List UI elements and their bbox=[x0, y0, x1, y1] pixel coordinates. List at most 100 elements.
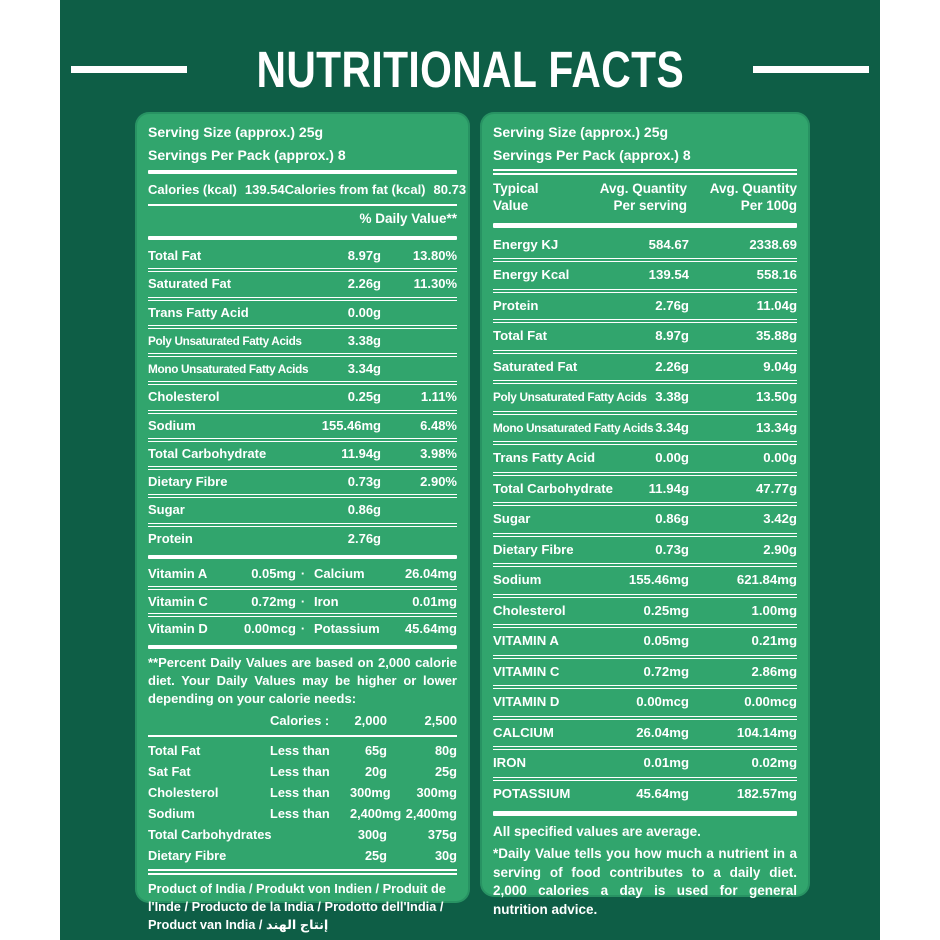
dv-table-calories-label: Calories : bbox=[270, 713, 330, 729]
table-row: Saturated Fat 2.26g 11.30% bbox=[148, 272, 457, 301]
divider-thin bbox=[148, 204, 457, 207]
dv-table-col-2500: 2,500 bbox=[424, 713, 457, 729]
per-serving-value: 3.34g bbox=[655, 419, 689, 435]
nutrient-label: Saturated Fat bbox=[493, 358, 578, 374]
mineral-value: 0.01mg bbox=[412, 593, 457, 609]
typical-values-panel: Serving Size (approx.) 25g Servings Per … bbox=[480, 112, 810, 917]
table-row: Trans Fatty Acid 0.00g bbox=[148, 301, 457, 329]
dv-table-rows: Total Fat Less than 65g 80g Sat Fat Less… bbox=[148, 740, 457, 866]
nutrient-label: Sugar bbox=[148, 502, 185, 518]
per-serving-value: 2.26g bbox=[655, 358, 689, 374]
per-serving-value: 139.54 bbox=[648, 267, 689, 283]
table-row: Poly Unsaturated Fatty Acids 3.38g 13.50… bbox=[493, 384, 797, 415]
dv-row-qualifier: Less than bbox=[270, 742, 330, 758]
dv-row-qualifier: Less than bbox=[270, 784, 330, 800]
nutrient-label: CALCIUM bbox=[493, 724, 554, 740]
per-serving-value: 0.01mg bbox=[643, 755, 689, 771]
per-serving-value: 0.05mg bbox=[643, 633, 689, 649]
typical-value-rows: Energy KJ 584.67 2338.69 Energy Kcal 139… bbox=[493, 232, 797, 808]
nutrient-amount: 2.26g bbox=[347, 276, 381, 292]
nutrient-amount: 0.73g bbox=[347, 474, 381, 490]
divider-bar bbox=[148, 170, 457, 174]
nutrient-rows: Total Fat 8.97g 13.80% Saturated Fat 2.2… bbox=[148, 244, 457, 551]
per-serving-value: 0.25mg bbox=[643, 602, 689, 618]
per-serving-value: 11.94g bbox=[648, 480, 689, 496]
mineral-value: 45.64mg bbox=[404, 620, 457, 636]
serving-size: Serving Size (approx.) 25g bbox=[493, 124, 669, 140]
nutrient-label: Dietary Fibre bbox=[493, 541, 574, 557]
per-serving-value: 3.38g bbox=[655, 389, 689, 405]
calories-from-fat-value: 80.73 bbox=[433, 182, 467, 197]
per-100g-value: 0.00g bbox=[763, 450, 797, 466]
dv-row-2000-value: 2,400mg bbox=[350, 805, 402, 821]
per-serving-value: 155.46mg bbox=[628, 572, 689, 588]
nutrient-label: Protein bbox=[493, 297, 539, 313]
table-row: Poly Unsaturated Fatty Acids 3.38g bbox=[148, 329, 457, 358]
serving-size: Serving Size (approx.) 25g bbox=[148, 124, 324, 140]
table-row: Total Carbohydrate 11.94g 3.98% bbox=[148, 442, 457, 471]
dv-row-2500-value: 2,400mg bbox=[405, 805, 457, 821]
per-100g-value: 2338.69 bbox=[749, 236, 797, 252]
dv-row-qualifier: Less than bbox=[270, 763, 330, 779]
per-100g-value: 104.14mg bbox=[736, 724, 797, 740]
vitamin-name: Vitamin D bbox=[148, 620, 208, 636]
table-row: Dietary Fibre 0.73g 2.90% bbox=[148, 470, 457, 499]
dv-row-label: Total Fat bbox=[148, 742, 201, 758]
nutrient-label: Cholesterol bbox=[148, 389, 220, 405]
nutrient-label: Trans Fatty Acid bbox=[493, 450, 596, 466]
per-100g-value: 9.04g bbox=[763, 358, 797, 374]
nutrient-label: Mono Unsaturated Fatty Acids bbox=[148, 361, 309, 376]
table-row: POTASSIUM 45.64mg 182.57mg bbox=[493, 781, 797, 808]
per-100g-value: 3.42g bbox=[763, 511, 797, 527]
typical-value-header: Typical Value Avg. Quantity Per serving … bbox=[493, 178, 797, 219]
per-100g-value: 13.34g bbox=[755, 419, 797, 435]
vitamin-value: 0.05mg bbox=[251, 566, 296, 582]
divider-bar bbox=[148, 644, 457, 649]
per-100g-value: 558.16 bbox=[756, 267, 797, 283]
title-rule-left bbox=[70, 65, 187, 73]
daily-value-note: *Daily Value tells you how much a nutrie… bbox=[493, 846, 797, 917]
table-row: Vitamin D 0.00mcg · Potassium 45.64mg bbox=[148, 617, 457, 640]
table-row: Vitamin C 0.72mg · Iron 0.01mg bbox=[148, 590, 457, 618]
product-origin-note: Product of India / Produkt von Indien / … bbox=[148, 881, 446, 932]
nutrient-amount: 11.94g bbox=[341, 445, 381, 461]
average-values-note: All specified values are average. bbox=[493, 824, 701, 840]
dv-row-label: Cholesterol bbox=[148, 784, 219, 800]
table-row: Total Carbohydrates 300g 375g bbox=[148, 824, 457, 845]
dv-row-2500-value: 25g bbox=[434, 763, 457, 779]
table-row: Saturated Fat 2.26g 9.04g bbox=[493, 354, 797, 385]
nutrient-label: Mono Unsaturated Fatty Acids bbox=[493, 420, 654, 435]
dv-row-label: Sodium bbox=[148, 805, 195, 821]
nutrient-label: Protein bbox=[148, 530, 193, 546]
percent-dv-footnote: **Percent Daily Values are based on 2,00… bbox=[148, 654, 457, 706]
per-serving-value: 0.00mcg bbox=[636, 694, 689, 710]
table-row: Dietary Fibre 0.73g 2.90g bbox=[493, 537, 797, 568]
servings-per-pack: Servings Per Pack (approx.) 8 bbox=[493, 146, 691, 163]
table-row: IRON 0.01mg 0.02mg bbox=[493, 750, 797, 781]
nutrient-label: Total Carbohydrate bbox=[493, 480, 613, 496]
per-100g-value: 1.00mg bbox=[751, 602, 797, 618]
per-serving-value: 0.86g bbox=[655, 511, 689, 527]
dv-row-2000-value: 300mg bbox=[350, 784, 391, 800]
dv-row-2000-value: 65g bbox=[364, 742, 387, 758]
mineral-name: Iron bbox=[314, 593, 339, 609]
title-rule-right bbox=[753, 65, 870, 73]
dv-row-2000-value: 20g bbox=[364, 763, 387, 779]
table-row: Total Fat Less than 65g 80g bbox=[148, 740, 457, 761]
per-serving-value: 584.67 bbox=[648, 236, 689, 252]
table-row: Cholesterol 0.25mg 1.00mg bbox=[493, 598, 797, 629]
nutrient-label: Trans Fatty Acid bbox=[148, 304, 249, 320]
table-row: Total Fat 8.97g 35.88g bbox=[493, 323, 797, 354]
table-row: VITAMIN D 0.00mcg 0.00mcg bbox=[493, 689, 797, 720]
calories-group: Calories (kcal) 139.54 bbox=[148, 182, 285, 198]
per-100g-value: 11.04g bbox=[756, 297, 797, 313]
nutrient-label: VITAMIN C bbox=[493, 663, 560, 679]
nutrient-label: VITAMIN D bbox=[493, 694, 560, 710]
table-row: Mono Unsaturated Fatty Acids 3.34g 13.34… bbox=[493, 415, 797, 446]
nutrient-label: Poly Unsaturated Fatty Acids bbox=[148, 333, 302, 348]
divider-bar bbox=[493, 811, 797, 817]
bullet-separator: · bbox=[300, 566, 306, 582]
table-row: Cholesterol Less than 300mg 300mg bbox=[148, 782, 457, 803]
servings-per-pack: Servings Per Pack (approx.) 8 bbox=[148, 146, 346, 163]
dv-row-qualifier: Less than bbox=[270, 805, 330, 821]
